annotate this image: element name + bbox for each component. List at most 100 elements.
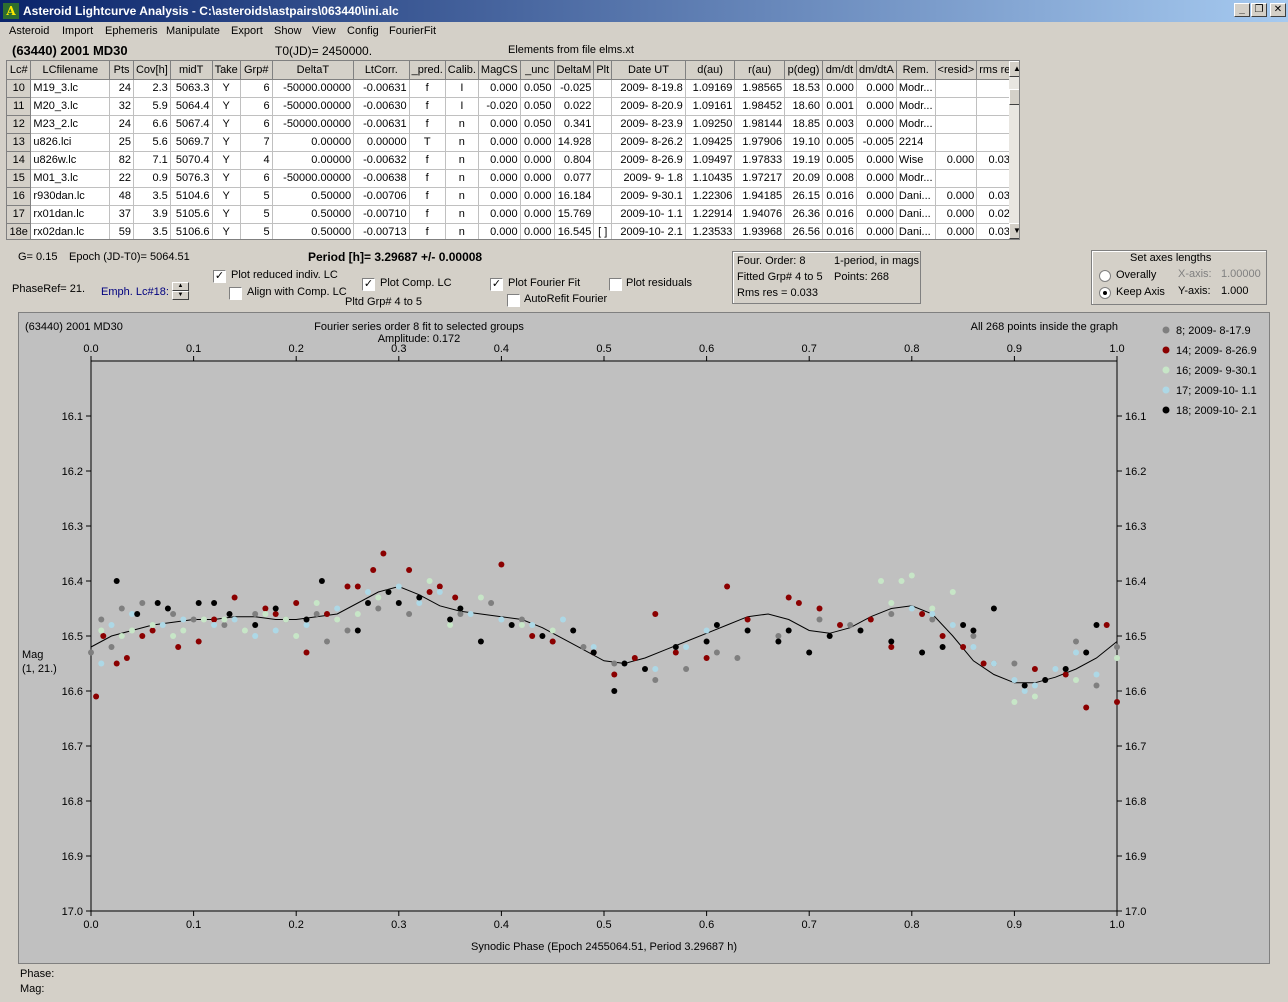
table-cell[interactable]: 0.000 <box>822 79 857 98</box>
table-cell[interactable]: Y <box>212 115 241 134</box>
table-cell[interactable]: -0.00630 <box>353 97 410 116</box>
table-cell[interactable]: f <box>409 223 446 239</box>
table-cell[interactable]: 7.1 <box>133 151 171 170</box>
table-cell[interactable]: 2009-10- 2.1 <box>611 223 686 239</box>
row-number-cell[interactable]: 16 <box>7 187 32 206</box>
table-cell[interactable]: -0.00706 <box>353 187 410 206</box>
table-cell[interactable]: 16.545 <box>554 223 595 239</box>
table-cell[interactable]: 48 <box>109 187 134 206</box>
table-cell[interactable] <box>593 79 613 98</box>
plot-comp-checkbox[interactable]: ✓ <box>362 278 375 291</box>
table-cell[interactable]: 18.53 <box>784 79 823 98</box>
align-comp-checkbox[interactable] <box>229 287 242 300</box>
row-number-cell[interactable]: 11 <box>7 97 32 116</box>
table-cell[interactable]: 0.00000 <box>353 133 410 152</box>
table-cell[interactable]: 20.09 <box>784 169 823 188</box>
table-cell[interactable]: 2009- 9- 1.8 <box>611 169 686 188</box>
row-number-cell[interactable]: 13 <box>7 133 32 152</box>
table-cell[interactable]: -0.00632 <box>353 151 410 170</box>
table-cell[interactable]: 3.9 <box>133 205 171 224</box>
menu-export[interactable]: Export <box>231 25 263 37</box>
table-cell[interactable]: 5064.4 <box>170 97 213 116</box>
spin-up-button[interactable]: ▲ <box>172 282 189 291</box>
table-scrollbar[interactable]: ▲ ▼ <box>1009 61 1019 239</box>
column-header[interactable]: rms res <box>976 61 1019 80</box>
table-cell[interactable]: 1.09169 <box>685 79 736 98</box>
table-cell[interactable]: 3.5 <box>133 223 171 239</box>
plot-reduced-checkbox[interactable]: ✓ <box>213 270 226 283</box>
table-cell[interactable]: 22 <box>109 169 134 188</box>
table-cell[interactable] <box>593 151 613 170</box>
table-cell[interactable]: f <box>409 205 446 224</box>
table-cell[interactable]: 0.000 <box>520 133 555 152</box>
table-cell[interactable]: [ ] <box>593 223 613 239</box>
table-cell[interactable]: Y <box>212 187 241 206</box>
table-cell[interactable]: 0.000 <box>935 151 978 170</box>
menu-config[interactable]: Config <box>347 25 379 37</box>
table-cell[interactable]: I <box>445 79 479 98</box>
table-cell[interactable]: 5070.4 <box>170 151 213 170</box>
column-header[interactable]: r(au) <box>734 61 786 80</box>
table-cell[interactable]: Dani... <box>896 223 936 239</box>
table-cell[interactable]: Wise <box>896 151 936 170</box>
table-cell[interactable]: 5076.3 <box>170 169 213 188</box>
table-cell[interactable]: 1.97906 <box>734 133 786 152</box>
row-number-cell[interactable]: 17 <box>7 205 32 224</box>
table-cell[interactable]: 5063.3 <box>170 79 213 98</box>
table-cell[interactable]: 0.000 <box>520 169 555 188</box>
table-cell[interactable] <box>593 133 613 152</box>
column-header[interactable]: LCfilename <box>30 61 111 80</box>
table-cell[interactable]: 0.000 <box>478 115 521 134</box>
table-cell[interactable]: 82 <box>109 151 134 170</box>
table-cell[interactable]: 0.000 <box>856 97 897 116</box>
table-cell[interactable]: 1.10435 <box>685 169 736 188</box>
column-header[interactable]: MagCS <box>478 61 521 80</box>
emph-lc-spinner[interactable]: ▲ ▼ <box>172 282 189 300</box>
row-number-cell[interactable]: 15 <box>7 169 32 188</box>
table-cell[interactable]: 1.09497 <box>685 151 736 170</box>
table-cell[interactable]: 2009-10- 1.1 <box>611 205 686 224</box>
table-cell[interactable]: 0.000 <box>478 151 521 170</box>
table-cell[interactable]: rx02dan.lc <box>30 223 111 239</box>
table-cell[interactable]: I <box>445 97 479 116</box>
table-cell[interactable]: 0.00000 <box>272 151 355 170</box>
table-cell[interactable]: 0.005 <box>822 133 857 152</box>
table-cell[interactable]: 0.005 <box>822 151 857 170</box>
table-cell[interactable]: -0.00713 <box>353 223 410 239</box>
table-cell[interactable]: 1.09425 <box>685 133 736 152</box>
table-cell[interactable]: 0.000 <box>520 151 555 170</box>
table-cell[interactable]: 2009- 8-19.8 <box>611 79 686 98</box>
plot-residuals-checkbox[interactable] <box>609 278 622 291</box>
table-cell[interactable]: f <box>409 169 446 188</box>
table-cell[interactable]: 0.000 <box>856 115 897 134</box>
table-cell[interactable]: f <box>409 97 446 116</box>
menu-asteroid[interactable]: Asteroid <box>9 25 50 37</box>
table-cell[interactable] <box>593 169 613 188</box>
table-cell[interactable]: 0.000 <box>856 151 897 170</box>
table-cell[interactable]: 0.000 <box>520 205 555 224</box>
table-cell[interactable]: 1.22306 <box>685 187 736 206</box>
table-cell[interactable]: 0.000 <box>935 223 978 239</box>
table-cell[interactable]: 19.10 <box>784 133 823 152</box>
table-cell[interactable]: 1.23533 <box>685 223 736 239</box>
table-cell[interactable]: -0.020 <box>478 97 521 116</box>
table-cell[interactable]: 32 <box>109 97 134 116</box>
table-cell[interactable] <box>935 133 978 152</box>
table-cell[interactable]: -0.005 <box>856 133 897 152</box>
table-cell[interactable]: n <box>445 151 479 170</box>
table-cell[interactable] <box>593 115 613 134</box>
table-cell[interactable]: 0.000 <box>478 205 521 224</box>
table-cell[interactable]: 15.769 <box>554 205 595 224</box>
column-header[interactable]: DeltaM <box>554 61 595 80</box>
table-cell[interactable] <box>935 169 978 188</box>
table-cell[interactable]: -0.00710 <box>353 205 410 224</box>
table-cell[interactable]: 0.008 <box>822 169 857 188</box>
table-cell[interactable]: 0.003 <box>822 115 857 134</box>
table-cell[interactable]: -0.00638 <box>353 169 410 188</box>
row-number-cell[interactable]: 14 <box>7 151 32 170</box>
close-button[interactable]: ✕ <box>1270 3 1286 17</box>
table-row[interactable]: 15 M01_3.lc 22 0.9 5076.3 Y 6 -50000.00000 -0.00… <box>7 169 1019 188</box>
table-cell[interactable]: -50000.00000 <box>272 169 355 188</box>
table-cell[interactable]: 2009- 8-20.9 <box>611 97 686 116</box>
table-cell[interactable]: Y <box>212 79 241 98</box>
